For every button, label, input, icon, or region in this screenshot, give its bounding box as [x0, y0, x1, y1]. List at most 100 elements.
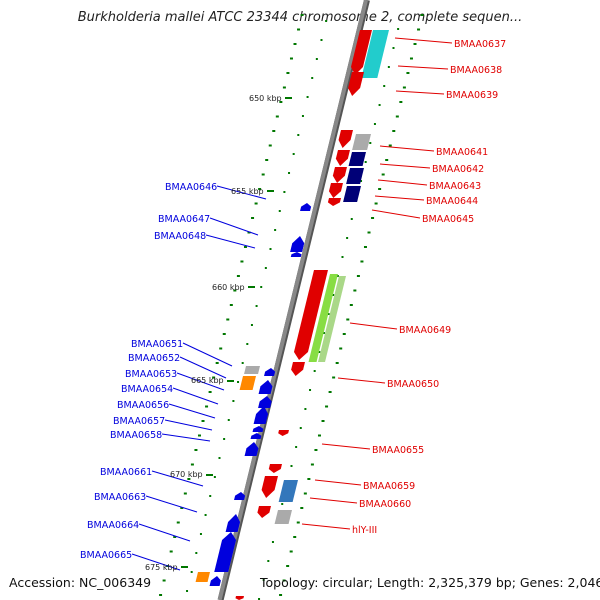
minor-tick [293, 536, 297, 538]
minor-tick [346, 237, 349, 239]
minor-tick [180, 507, 184, 509]
minor-tick [209, 495, 212, 497]
backbone-layer [217, 0, 370, 600]
minor-tick [240, 260, 244, 263]
gene-feature [290, 236, 305, 252]
gene-feature [327, 198, 341, 206]
minor-tick [406, 72, 410, 74]
minor-tick [307, 478, 311, 480]
minor-tick [271, 541, 274, 543]
minor-tick [381, 173, 385, 176]
leader-line [377, 179, 428, 186]
minor-tick [278, 210, 281, 212]
major-tick [267, 190, 274, 192]
minor-tick [317, 434, 321, 437]
gene-feature [244, 366, 260, 374]
minor-tick [204, 514, 207, 516]
leader-line [179, 356, 227, 379]
minor-tick [297, 28, 301, 31]
minor-tick [300, 14, 304, 16]
minor-tick [327, 313, 330, 315]
minor-tick [190, 463, 194, 466]
minor-tick [360, 260, 364, 263]
leader-line [301, 523, 351, 530]
major-tick [248, 286, 255, 288]
gene-label-right: BMAA0655 [372, 445, 424, 456]
minor-tick [237, 381, 240, 383]
minor-tick [356, 275, 360, 277]
gene-feature [234, 492, 246, 500]
minor-tick [296, 521, 300, 524]
leader-line [397, 65, 449, 70]
minor-tick [292, 153, 295, 155]
feature-layer [195, 30, 389, 600]
minor-tick [267, 560, 270, 562]
minor-tick [322, 332, 325, 334]
minor-tick [183, 492, 187, 495]
gene-feature [235, 596, 244, 600]
gene-label-left: BMAA0656 [117, 400, 169, 411]
minor-tick [374, 202, 378, 205]
leader-line-layer [131, 37, 453, 571]
minor-tick [219, 347, 223, 350]
gene-feature [264, 368, 276, 376]
minor-tick [346, 318, 350, 321]
minor-tick [320, 39, 323, 41]
leader-line [309, 497, 358, 504]
minor-tick [281, 503, 284, 505]
minor-tick [262, 579, 265, 581]
gene-feature [239, 376, 256, 390]
minor-tick [227, 419, 230, 421]
minor-tick [413, 43, 417, 45]
gene-feature [278, 480, 298, 502]
leader-line [176, 372, 225, 391]
leader-line [168, 403, 216, 419]
minor-tick [236, 275, 240, 277]
minor-tick [314, 449, 318, 451]
gene-label-left: BMAA0658 [110, 430, 162, 441]
minor-tick [215, 362, 219, 364]
minor-tick [169, 550, 173, 553]
minor-tick [373, 123, 376, 125]
leader-line [172, 387, 219, 405]
gene-feature [244, 442, 259, 456]
leader-line [182, 342, 233, 367]
gene-feature [274, 510, 292, 524]
leader-line [205, 234, 256, 249]
minor-tick [332, 294, 335, 296]
gene-feature [250, 433, 262, 439]
minor-tick [223, 438, 226, 440]
minor-tick [332, 376, 336, 379]
leader-line [379, 163, 431, 169]
minor-tick [218, 457, 221, 459]
gene-label-right: BMAA0639 [446, 90, 498, 101]
gene-label-left: BMAA0664 [87, 520, 139, 531]
minor-tick [282, 579, 286, 582]
minor-tick [233, 289, 237, 292]
gene-feature [253, 406, 269, 424]
minor-tick [301, 115, 304, 117]
gene-label-right: BMAA0642 [432, 164, 484, 175]
major-tick [206, 474, 213, 476]
minor-tick [304, 408, 307, 410]
minor-tick [222, 333, 226, 335]
gene-feature [348, 152, 366, 166]
minor-tick [229, 304, 233, 306]
minor-tick [208, 391, 212, 393]
minor-tick [350, 218, 353, 220]
gene-label-left: BMAA0665 [80, 550, 132, 561]
minor-tick [251, 217, 255, 219]
gene-feature [361, 30, 389, 78]
minor-tick [310, 463, 314, 466]
minor-tick [261, 173, 265, 176]
tick-layer [159, 14, 424, 600]
gene-feature [352, 134, 371, 150]
gene-label-left: BMAA0657 [113, 416, 165, 427]
minor-tick [328, 391, 332, 393]
minor-tick [260, 286, 263, 288]
gene-label-right: BMAA0645 [422, 214, 474, 225]
minor-tick [335, 362, 339, 364]
minor-tick [247, 231, 251, 234]
gene-feature [278, 430, 289, 436]
